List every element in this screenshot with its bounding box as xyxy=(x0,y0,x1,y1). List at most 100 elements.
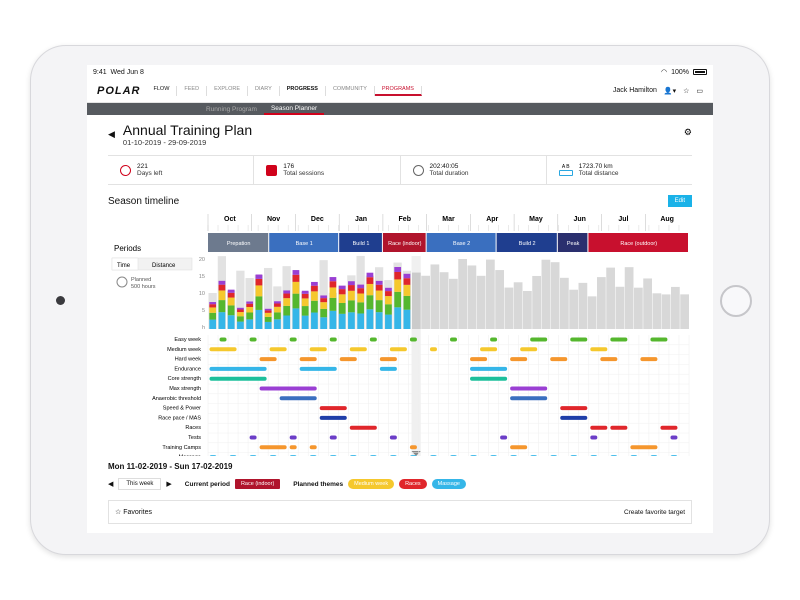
actual-bar-segment xyxy=(218,280,226,285)
theme-label: Endurance xyxy=(174,366,201,372)
actual-bar-segment xyxy=(348,300,355,313)
actual-bar-segment xyxy=(283,315,291,329)
prev-week-icon[interactable]: ◀ xyxy=(108,481,114,488)
actual-bar-segment xyxy=(301,306,309,316)
camera-icon xyxy=(56,296,65,305)
stat-total-duration: 202:40:05 Total duration xyxy=(401,156,547,184)
month-label: Dec xyxy=(311,216,324,223)
theme-bar xyxy=(209,347,237,352)
create-favorite-link[interactable]: Create favorite target xyxy=(623,508,685,516)
this-week-button[interactable]: This week xyxy=(118,478,162,490)
theme-bar xyxy=(329,337,337,342)
stat-total-distance: A B 1723.70 km Total distance xyxy=(547,156,692,184)
star-outline-icon[interactable]: ☆ xyxy=(115,509,122,516)
actual-bar-segment xyxy=(274,303,281,307)
actual-bar-segment xyxy=(311,291,318,301)
actual-bar-segment xyxy=(320,295,328,299)
tab-season-planner[interactable]: Season Planner xyxy=(263,103,325,115)
nav-diary[interactable]: DIARY xyxy=(248,85,280,96)
actual-bar-segment xyxy=(375,312,383,329)
actual-bar-segment xyxy=(237,312,244,317)
theme-bar xyxy=(309,445,317,450)
actual-bar-segment xyxy=(320,298,328,303)
back-arrow-icon[interactable]: ◀ xyxy=(108,129,115,139)
theme-bar xyxy=(510,445,528,450)
tab-running-program[interactable]: Running Program xyxy=(206,105,257,113)
theme-bar xyxy=(640,357,658,362)
phase-block xyxy=(588,233,688,252)
planned-bar xyxy=(319,260,328,329)
week-controls: ◀ This week ▶ Current period Race (indoo… xyxy=(108,478,692,490)
actual-bar-segment xyxy=(301,315,309,329)
user-name[interactable]: Jack Hamilton xyxy=(612,87,657,94)
theme-bar xyxy=(299,357,317,362)
actual-bar-segment xyxy=(366,309,374,329)
edit-button[interactable]: Edit xyxy=(667,195,692,207)
planned-themes-label: Planned themes xyxy=(293,480,344,488)
status-time: 9:41 xyxy=(93,68,107,76)
polar-logo[interactable]: POLAR xyxy=(97,84,141,97)
theme-bar xyxy=(209,376,267,381)
actual-bar-segment xyxy=(338,285,346,290)
nav-flow[interactable]: FLOW xyxy=(147,85,178,96)
user-icon[interactable]: 👤▾ xyxy=(663,87,677,95)
actual-bar-segment xyxy=(264,321,272,329)
phase-label: Race (indoor) xyxy=(388,241,421,247)
phase-label: Base 1 xyxy=(296,241,313,247)
actual-bar-segment xyxy=(227,297,235,306)
theme-bar xyxy=(490,337,498,342)
actual-bar-segment xyxy=(274,312,281,320)
theme-bar xyxy=(590,425,608,430)
theme-bar xyxy=(530,455,537,456)
planned-bar xyxy=(661,294,671,329)
nav-explore[interactable]: EXPLORE xyxy=(207,85,249,96)
theme-bar xyxy=(560,406,588,411)
actual-bar-segment xyxy=(403,284,411,296)
actual-bar-segment xyxy=(385,296,392,305)
planned-label: Planned xyxy=(131,277,151,283)
star-icon[interactable]: ☆ xyxy=(683,87,690,95)
planned-bar xyxy=(264,267,273,329)
theme-bar xyxy=(259,445,287,450)
nav-progress[interactable]: PROGRESS xyxy=(280,85,326,96)
theme-bar xyxy=(429,347,437,352)
actual-bar-segment xyxy=(366,277,374,284)
nav-feed[interactable]: FEED xyxy=(177,85,208,96)
theme-bar xyxy=(409,337,417,342)
actual-bar-segment xyxy=(292,308,300,329)
nav-community[interactable]: COMMUNITY xyxy=(326,85,375,96)
actual-bar-segment xyxy=(218,284,226,291)
message-icon[interactable]: ▭ xyxy=(696,87,703,95)
actual-bar-segment xyxy=(357,293,365,303)
theme-bar xyxy=(370,455,377,456)
home-button[interactable] xyxy=(720,285,752,317)
theme-label: Core strength xyxy=(168,376,201,382)
actual-bar-segment xyxy=(348,312,355,329)
actual-bar-segment xyxy=(311,300,318,313)
phase-label: Base 2 xyxy=(453,241,470,247)
actual-bar-segment xyxy=(329,277,337,282)
theme-label: Hard week xyxy=(175,357,202,363)
actual-bar-segment xyxy=(385,287,392,292)
planned-bar xyxy=(606,267,615,329)
gear-icon[interactable]: ⚙ xyxy=(683,127,692,137)
theme-label: Speed & Power xyxy=(163,406,201,412)
actual-bar-segment xyxy=(403,273,411,279)
theme-bar xyxy=(590,347,608,352)
theme-bar xyxy=(349,425,377,430)
month-label: Apr xyxy=(486,216,498,223)
next-week-icon[interactable]: ▶ xyxy=(166,481,172,488)
nav-programs[interactable]: PROGRAMS xyxy=(374,85,422,96)
phase-block xyxy=(557,233,588,252)
planned-bar xyxy=(513,282,523,329)
actual-bar-segment xyxy=(246,312,254,320)
planned-bar xyxy=(652,293,662,329)
month-label: Nov xyxy=(267,216,280,223)
actual-bar-segment xyxy=(394,291,402,308)
y-tick-label: 10 xyxy=(199,291,205,297)
actual-bar-segment xyxy=(366,295,374,310)
theme-bar xyxy=(510,396,548,401)
favorites-panel: ☆ Favorites Create favorite target xyxy=(108,500,692,524)
theme-bar xyxy=(600,357,618,362)
theme-bar xyxy=(610,455,618,456)
